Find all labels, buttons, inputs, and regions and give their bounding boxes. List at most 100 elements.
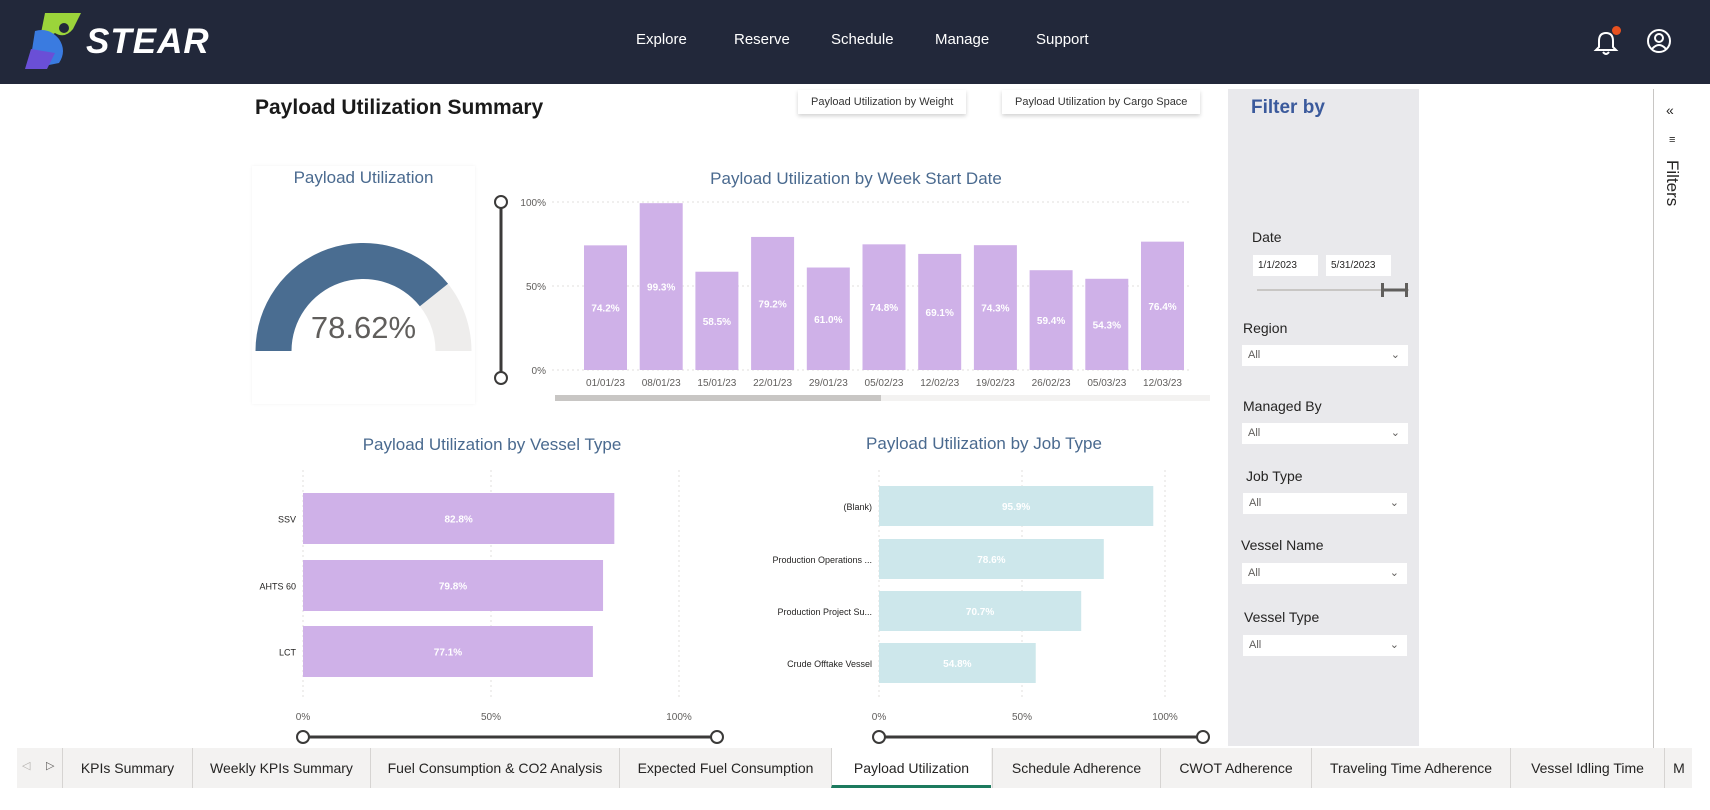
x-tick-label: 01/01/23 (586, 378, 625, 389)
job-type-value: All (1249, 497, 1262, 509)
toggle-by-cargo-space-button[interactable]: Payload Utilization by Cargo Space (1002, 90, 1201, 114)
tab-cwot-adherence[interactable]: CWOT Adherence (1160, 748, 1311, 788)
bar-Production Project Su... (879, 591, 1082, 631)
scrollbar-track (555, 395, 1210, 401)
vessel-type-title: Payload Utilization by Vessel Type (362, 435, 622, 454)
x-tick-label: 05/03/23 (1087, 378, 1126, 389)
tab-expected-fuel-consumption[interactable]: Expected Fuel Consumption (619, 748, 831, 788)
x-tick-label: 100% (1152, 712, 1178, 723)
collapse-filters-icon[interactable]: « (1666, 102, 1674, 118)
bar-data-label: 95.9% (1002, 502, 1030, 513)
tab-vessel-idling-time[interactable]: Vessel Idling Time (1510, 748, 1664, 788)
bar-29/01/23 (806, 267, 850, 370)
vessel-type-bar-chart[interactable]: 0% 50% 100% 82.8% SSV 79.8% AHTS 60 77.1% LCT (252, 460, 732, 748)
y-category-label: Production Operations ... (772, 555, 872, 565)
date-start-input[interactable]: 1/1/2023 (1253, 255, 1318, 276)
brand-name[interactable]: STEAR (86, 22, 210, 61)
x-range-slider-left-handle (872, 730, 886, 744)
tab-scroll-right-icon[interactable]: ▷ (46, 760, 55, 772)
bar-12/02/23 (918, 253, 962, 370)
tab-fuel-consumption-co2[interactable]: Fuel Consumption & CO2 Analysis (370, 748, 619, 788)
bar-data-label: 82.8% (444, 515, 472, 526)
x-tick-label: 50% (1012, 712, 1032, 723)
toggle-by-weight-button[interactable]: Payload Utilization by Weight (798, 90, 967, 114)
date-filter-label: Date (1252, 229, 1282, 245)
nav-support[interactable]: Support (1036, 31, 1089, 48)
bar-data-label: 54.3% (1093, 320, 1121, 331)
x-tick-label: 26/02/23 (1032, 378, 1071, 389)
notification-badge (1612, 26, 1621, 35)
job-type-dropdown[interactable]: All ⌄ (1243, 493, 1407, 514)
bar-08/01/23 (639, 203, 683, 370)
x-tick-label: 29/01/23 (809, 378, 848, 389)
bar-data-label: 77.1% (434, 648, 462, 659)
region-dropdown[interactable]: All ⌄ (1242, 345, 1408, 366)
tab-schedule-adherence[interactable]: Schedule Adherence (992, 748, 1160, 788)
x-tick-label: 19/02/23 (976, 378, 1015, 389)
managed-by-value: All (1248, 427, 1261, 439)
x-tick-label: 12/03/23 (1143, 378, 1182, 389)
x-range-slider-right-handle (1196, 730, 1210, 744)
bar-data-label: 74.2% (591, 304, 619, 315)
region-value: All (1248, 349, 1261, 361)
bar-15/01/23 (695, 271, 739, 370)
vessel-name-filter-label: Vessel Name (1241, 537, 1324, 553)
top-navigation-bar (0, 0, 1710, 84)
tab-more[interactable]: M (1664, 748, 1693, 788)
y-range-slider-bottom-handle (494, 371, 508, 385)
vessel-type-value: All (1249, 639, 1262, 651)
bar-AHTS 60 (303, 560, 604, 611)
x-tick-label: 50% (481, 712, 501, 723)
date-slider-start-handle (1381, 283, 1384, 297)
x-tick-label: 0% (872, 712, 887, 723)
x-tick-label: 12/02/23 (920, 378, 959, 389)
bar-data-label: 78.6% (977, 555, 1005, 566)
notification-bell-icon[interactable] (1591, 28, 1621, 58)
filter-title: Filter by (1251, 97, 1325, 118)
y-category-label: (Blank) (843, 502, 872, 512)
bar-19/02/23 (973, 245, 1017, 370)
managed-by-dropdown[interactable]: All ⌄ (1242, 423, 1408, 444)
tab-traveling-time-adherence[interactable]: Traveling Time Adherence (1311, 748, 1510, 788)
bar-SSV (303, 493, 615, 544)
nav-manage[interactable]: Manage (935, 31, 990, 48)
scrollbar-thumb (555, 395, 881, 401)
vessel-type-filter-label: Vessel Type (1244, 609, 1320, 625)
stear-logo-icon[interactable] (25, 13, 87, 69)
chevron-down-icon: ⌄ (1389, 639, 1399, 651)
bar-Crude Offtake Vessel (879, 643, 1036, 683)
filter-funnel-icon: ≡ (1669, 134, 1676, 146)
tab-payload-utilization[interactable]: Payload Utilization (831, 748, 991, 788)
nav-schedule[interactable]: Schedule (831, 31, 894, 48)
bar-data-label: 58.5% (703, 317, 731, 328)
date-slider-end-handle (1405, 283, 1408, 297)
nav-reserve[interactable]: Reserve (734, 31, 790, 48)
week-bar-chart[interactable]: 100% 50% 0% 74.2% 01/01/23 99.3% 08/01/23 58.5%… (492, 190, 1220, 404)
nav-explore[interactable]: Explore (636, 31, 687, 48)
gauge-title: Payload Utilization (293, 168, 434, 187)
y-tick-label: 50% (526, 282, 546, 293)
bar-data-label: 76.4% (1148, 302, 1176, 313)
managed-by-filter-label: Managed By (1243, 398, 1322, 414)
x-tick-label: 100% (666, 712, 692, 723)
y-range-slider-top-handle (494, 195, 508, 209)
tab-scroll-left-icon[interactable]: ◁ (22, 760, 31, 772)
x-range-slider-left-handle (296, 730, 310, 744)
bar-data-label: 79.8% (439, 582, 467, 593)
tab-weekly-kpis-summary[interactable]: Weekly KPIs Summary (192, 748, 370, 788)
region-filter-label: Region (1243, 320, 1288, 336)
job-type-bar-chart[interactable]: 0% 50% 100% 95.9% (Blank) 78.6% Production Ope… (748, 460, 1220, 748)
vessel-name-dropdown[interactable]: All ⌄ (1242, 563, 1407, 584)
date-end-input[interactable]: 5/31/2023 (1326, 255, 1391, 276)
filters-pane-toggle[interactable]: Filters (1663, 160, 1682, 207)
bar-data-label: 59.4% (1037, 316, 1065, 327)
vessel-type-dropdown[interactable]: All ⌄ (1243, 635, 1407, 656)
bar-data-label: 74.3% (981, 304, 1009, 315)
x-tick-label: 08/01/23 (642, 378, 681, 389)
date-range-slider[interactable] (1253, 282, 1413, 298)
tab-kpis-summary[interactable]: KPIs Summary (62, 748, 192, 788)
bar-12/03/23 (1141, 241, 1184, 370)
page-title: Payload Utilization Summary (255, 96, 544, 119)
gauge-chart[interactable] (252, 230, 475, 360)
user-profile-icon[interactable] (1645, 27, 1673, 55)
